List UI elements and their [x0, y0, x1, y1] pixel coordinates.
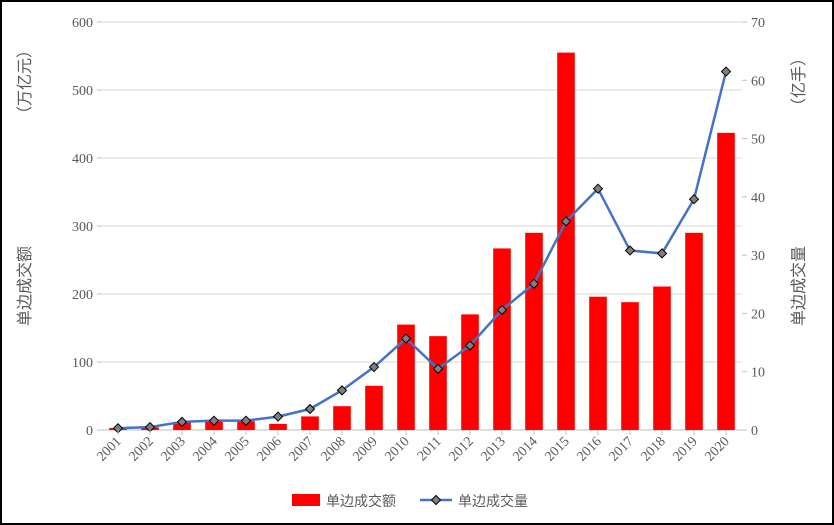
- bar: [685, 233, 703, 430]
- y-left-tick-label: 0: [86, 424, 93, 439]
- y-right-tick-label: 50: [751, 133, 765, 148]
- y-left-tick-label: 100: [72, 356, 93, 371]
- legend-swatch-marker: [432, 496, 441, 505]
- legend-label-bar: 单边成交额: [326, 493, 396, 510]
- bar: [333, 406, 351, 430]
- bar: [621, 302, 639, 430]
- bar: [429, 336, 447, 430]
- x-tick-label: 2018: [638, 434, 668, 464]
- x-tick-label: 2014: [510, 434, 540, 464]
- x-tick-label: 2005: [222, 434, 252, 464]
- x-tick-label: 2017: [606, 434, 636, 464]
- x-tick-label: 2008: [318, 434, 348, 464]
- y-right-tick-label: 20: [751, 307, 765, 322]
- left-axis-label: 单边成交额: [16, 246, 34, 326]
- bar: [589, 297, 607, 430]
- right-axis-unit: （亿手）: [790, 50, 808, 114]
- bar: [493, 248, 511, 430]
- bar: [653, 287, 671, 430]
- x-tick-label: 2020: [702, 434, 732, 464]
- y-left-tick-label: 300: [72, 220, 93, 235]
- x-tick-label: 2002: [126, 434, 156, 464]
- x-tick-label: 2016: [574, 434, 604, 464]
- bar: [717, 133, 735, 430]
- bar: [557, 53, 575, 430]
- legend-swatch-bar: [292, 494, 320, 506]
- x-tick-label: 2010: [382, 434, 412, 464]
- y-right-tick-label: 30: [751, 249, 765, 264]
- x-tick-label: 2003: [158, 434, 188, 464]
- chart-svg: 0100200300400500600010203040506070200120…: [2, 2, 832, 523]
- y-right-tick-label: 10: [751, 366, 765, 381]
- y-left-tick-label: 400: [72, 152, 93, 167]
- y-left-tick-label: 600: [72, 16, 93, 31]
- x-tick-label: 2019: [670, 434, 700, 464]
- x-tick-label: 2012: [446, 434, 476, 464]
- bar: [365, 386, 383, 430]
- left-axis-unit: （万亿元）: [16, 42, 34, 122]
- y-left-tick-label: 500: [72, 84, 93, 99]
- x-tick-label: 2001: [94, 434, 124, 464]
- x-tick-label: 2007: [286, 434, 316, 464]
- bar: [525, 233, 543, 430]
- x-tick-label: 2009: [350, 434, 380, 464]
- y-right-tick-label: 70: [751, 16, 765, 31]
- x-tick-label: 2006: [254, 434, 284, 464]
- chart-frame: { "chart": { "type": "bar+line-dual-axis…: [0, 0, 834, 525]
- x-tick-label: 2011: [415, 434, 445, 464]
- y-left-tick-label: 200: [72, 288, 93, 303]
- x-tick-label: 2015: [542, 434, 572, 464]
- y-right-tick-label: 60: [751, 74, 765, 89]
- y-right-tick-label: 0: [751, 424, 758, 439]
- x-tick-label: 2013: [478, 434, 508, 464]
- bar: [461, 314, 479, 430]
- legend-label-line: 单边成交量: [458, 493, 528, 510]
- bar: [269, 424, 287, 430]
- right-axis-label: 单边成交量: [790, 246, 808, 326]
- line-marker: [722, 67, 731, 76]
- y-right-tick-label: 40: [751, 191, 765, 206]
- x-tick-label: 2004: [190, 434, 220, 464]
- bar: [301, 416, 319, 430]
- line-marker: [274, 412, 283, 421]
- line-marker: [626, 246, 635, 255]
